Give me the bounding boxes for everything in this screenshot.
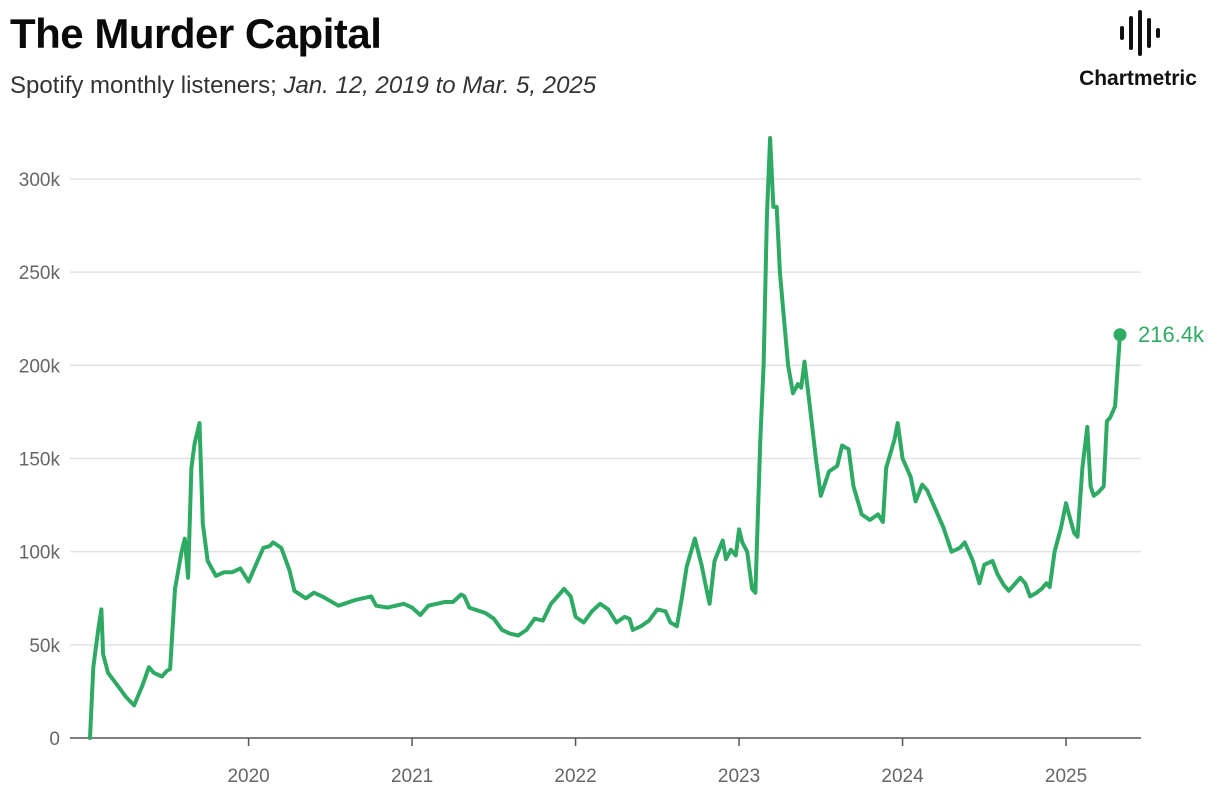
y-tick-label: 250k bbox=[19, 263, 61, 284]
x-tick-label: 2020 bbox=[227, 766, 269, 787]
y-tick-label: 300k bbox=[19, 170, 61, 191]
chart-subtitle: Spotify monthly listeners; Jan. 12, 2019… bbox=[10, 72, 596, 100]
x-tick-label: 2021 bbox=[391, 766, 433, 787]
chartmetric-logo: Chartmetric bbox=[1068, 8, 1208, 91]
subtitle-metric: Spotify monthly listeners; bbox=[10, 72, 284, 99]
y-tick-label: 0 bbox=[49, 729, 60, 750]
y-tick-label: 100k bbox=[19, 543, 61, 564]
grid-layer bbox=[70, 178, 1141, 646]
y-tick-label: 50k bbox=[29, 636, 60, 657]
chart-title: The Murder Capital bbox=[10, 10, 382, 57]
axis-layer: 0 50k 100k 150k 200k 250k 300k 2020 2021 2022 2023… bbox=[19, 170, 1141, 787]
y-tick-label: 150k bbox=[19, 450, 61, 471]
end-point-marker bbox=[1113, 328, 1127, 342]
series-layer: 216.4k bbox=[88, 136, 1205, 740]
soundwave-bars-icon bbox=[1120, 10, 1160, 56]
end-value-label: 216.4k bbox=[1138, 322, 1205, 347]
x-tick-label: 2022 bbox=[554, 766, 596, 787]
y-tick-label: 200k bbox=[19, 356, 61, 377]
brand-name: Chartmetric bbox=[1079, 67, 1197, 90]
series-line-monthly-listeners bbox=[88, 136, 1122, 740]
x-tick-label: 2024 bbox=[881, 766, 924, 787]
x-tick-label: 2023 bbox=[718, 766, 760, 787]
subtitle-date-range: Jan. 12, 2019 to Mar. 5, 2025 bbox=[283, 72, 597, 99]
x-tick-label: 2025 bbox=[1045, 766, 1087, 787]
